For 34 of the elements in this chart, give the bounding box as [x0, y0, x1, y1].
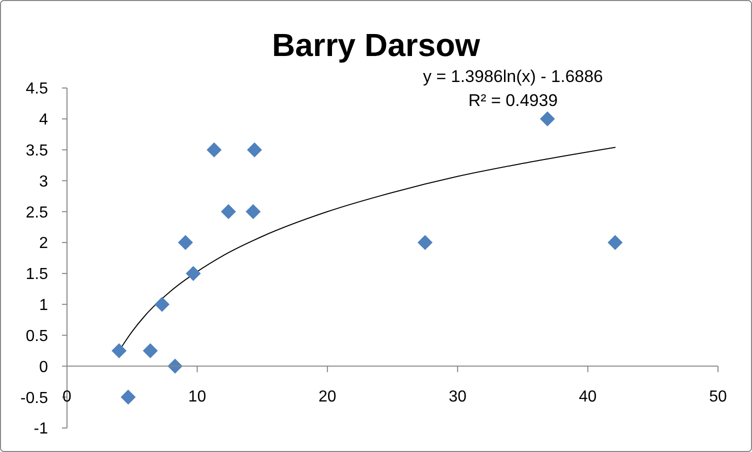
x-tick-label: 10 — [188, 388, 206, 406]
x-tick-label: 50 — [709, 388, 727, 406]
point — [120, 390, 136, 405]
point — [246, 204, 261, 220]
point — [220, 204, 236, 220]
x-tick-label: 20 — [318, 388, 336, 406]
y-tick-label: 2.5 — [26, 204, 48, 222]
point — [142, 343, 158, 358]
y-tick-label: 0.5 — [26, 328, 48, 345]
text: y = 1.3986ln(x) - 1.6886 — [422, 66, 604, 88]
point — [112, 343, 127, 358]
point — [178, 235, 193, 250]
y-tick-label: -0.5 — [20, 390, 48, 407]
point — [186, 266, 201, 281]
y-tick-label: 3.5 — [26, 142, 48, 160]
y-tick-label: 0 — [39, 358, 48, 376]
y-tick-label: 3 — [39, 173, 48, 190]
point — [418, 235, 433, 250]
y-tick-label: 1 — [39, 297, 48, 314]
point — [540, 111, 555, 126]
point — [154, 296, 170, 312]
y-tick-label: 4.5 — [26, 80, 48, 98]
point — [246, 142, 262, 158]
y-tick-label: 2 — [39, 235, 48, 252]
x-tick-label: 40 — [578, 388, 597, 406]
point — [608, 235, 623, 250]
y-tick-label: 4 — [39, 112, 48, 129]
x-tick-label: 0 — [62, 388, 72, 406]
y-tick-label: 1.5 — [26, 266, 48, 284]
x-tick-label: 30 — [448, 388, 467, 406]
y-tick-label: -1 — [34, 420, 48, 438]
point — [206, 142, 222, 158]
annotation: R² = 0.4939 — [467, 90, 559, 112]
chart-title: Barry Darsow — [270, 27, 482, 63]
